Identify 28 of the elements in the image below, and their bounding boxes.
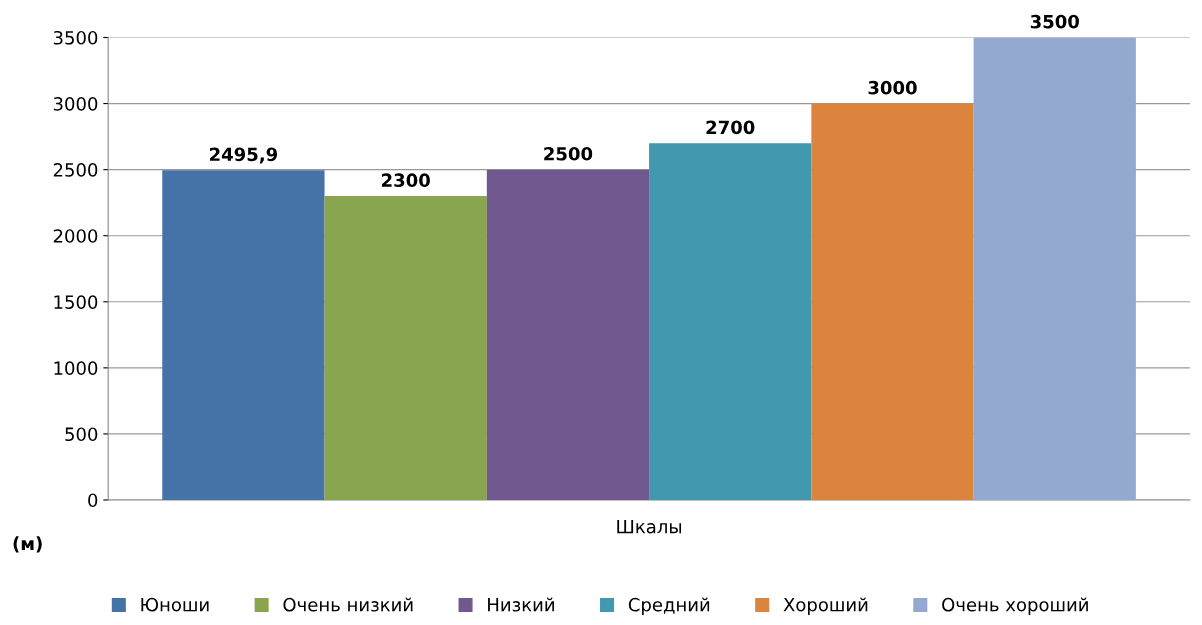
data-label: 2495,9 xyxy=(210,147,278,164)
y-tick-label: 3000 xyxy=(53,97,98,111)
bar xyxy=(324,196,487,500)
bar xyxy=(649,143,812,500)
legend-label: Юноши xyxy=(141,597,209,612)
y-tick-label: 3500 xyxy=(53,30,98,45)
x-tick-label: Шкалы xyxy=(617,520,681,534)
y-tick-label: 1500 xyxy=(54,295,98,309)
data-label: 2500 xyxy=(544,146,593,161)
y-tick-label: 2500 xyxy=(53,163,98,177)
y-tick-label: 1000 xyxy=(54,361,98,375)
legend-label: Хороший xyxy=(783,597,868,615)
legend-label: Средний xyxy=(628,597,710,615)
legend-label: Очень низкий xyxy=(283,597,413,612)
data-label: 2700 xyxy=(706,120,755,135)
bar xyxy=(486,169,650,500)
legend-label: Очень хороший xyxy=(942,597,1088,615)
y-tick-label: 0 xyxy=(88,493,98,508)
bar xyxy=(162,170,325,500)
data-label: 3000 xyxy=(868,80,917,95)
y-tick-label: 500 xyxy=(65,427,98,442)
y-tick-label: 2000 xyxy=(53,229,98,243)
legend-label: Низкий xyxy=(488,597,554,612)
bar xyxy=(973,37,1136,500)
data-label: 2300 xyxy=(381,173,430,188)
data-label: 3500 xyxy=(1030,14,1080,29)
y-axis-title: (м) xyxy=(13,536,42,553)
bar xyxy=(811,103,974,500)
